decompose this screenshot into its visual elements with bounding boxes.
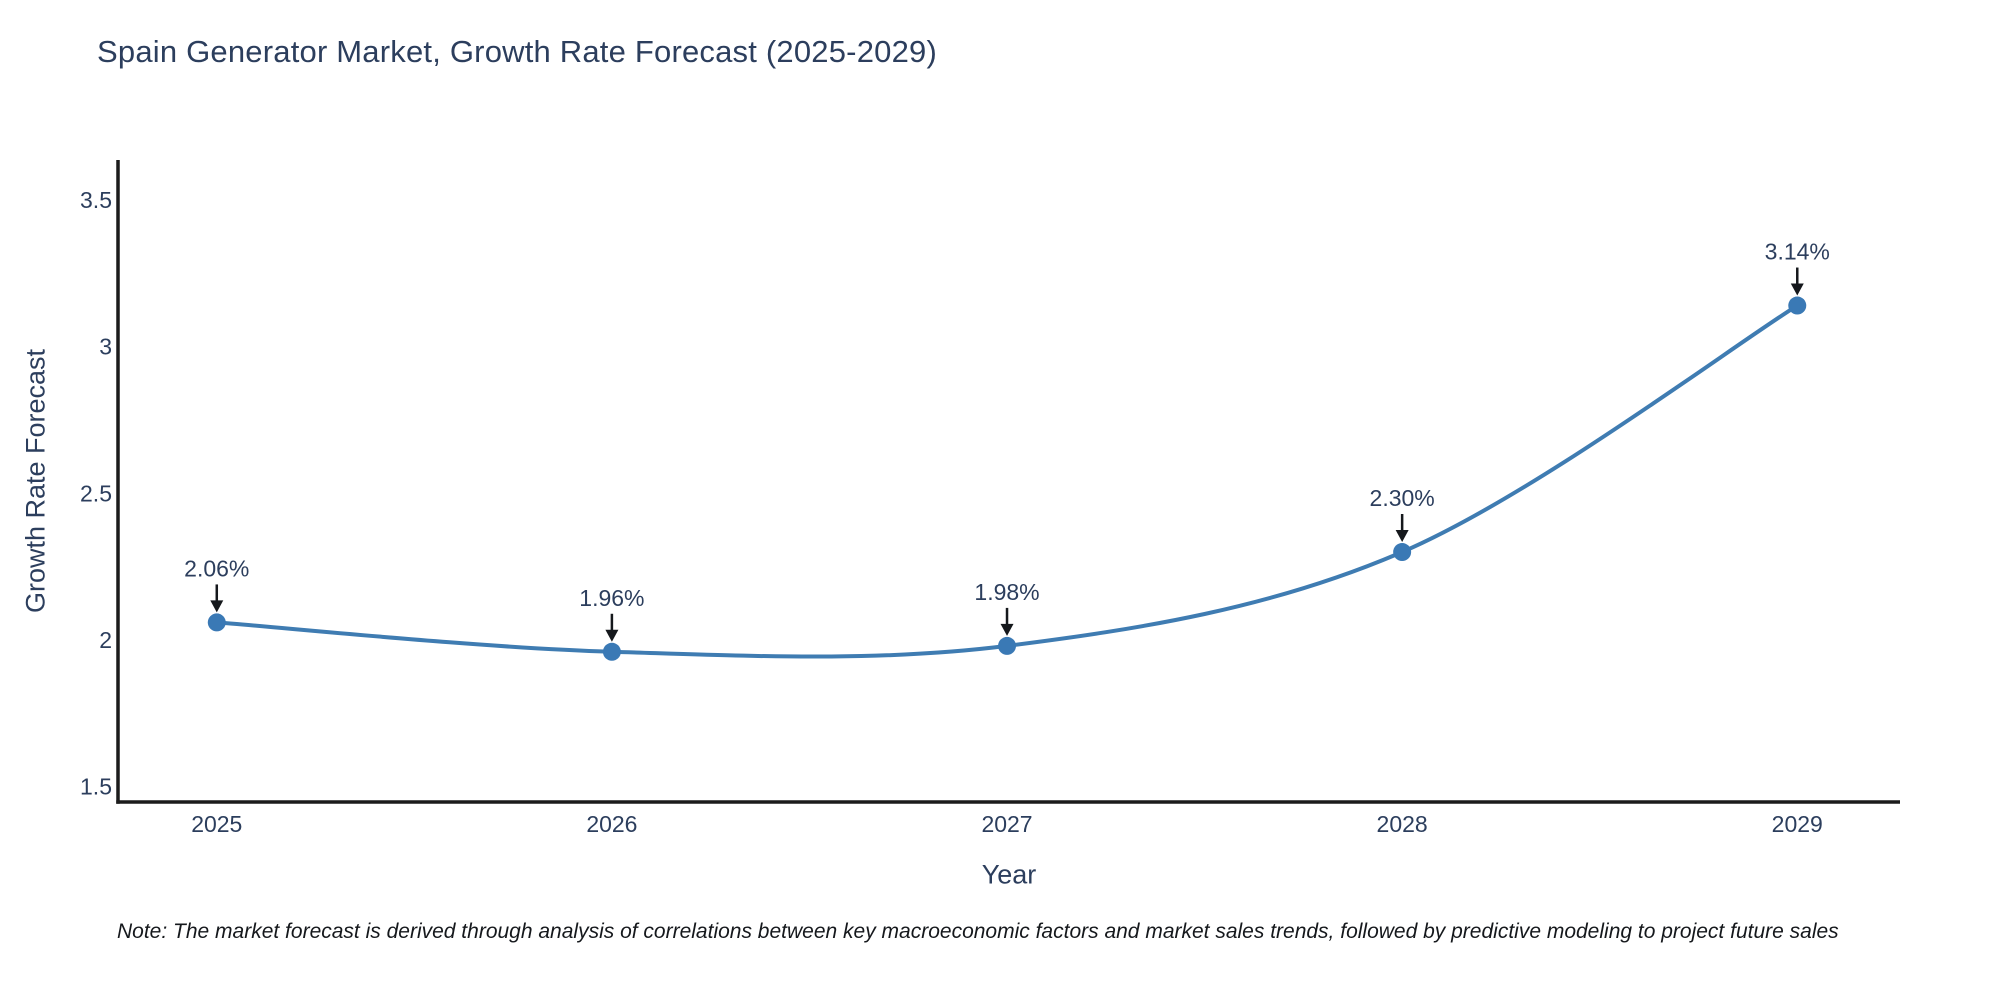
data-point-marker — [998, 636, 1017, 655]
y-tick-label: 3 — [99, 334, 112, 360]
x-tick-label: 2028 — [1377, 811, 1428, 837]
y-tick-label: 3.5 — [80, 187, 112, 213]
annotation-arrowhead — [210, 600, 224, 613]
data-point-marker — [207, 613, 226, 632]
data-point-marker — [602, 642, 621, 661]
data-point-marker — [1393, 543, 1412, 562]
x-tick-label: 2027 — [981, 811, 1032, 837]
chart-title: Spain Generator Market, Growth Rate Fore… — [97, 34, 937, 69]
point-value-label: 1.98% — [974, 579, 1039, 605]
data-point-marker — [1788, 296, 1807, 315]
y-tick-label: 1.5 — [80, 774, 112, 800]
x-tick-label: 2026 — [586, 811, 637, 837]
x-axis-title: Year — [981, 859, 1037, 890]
x-tick-label: 2029 — [1772, 811, 1823, 837]
footnote: Note: The market forecast is derived thr… — [117, 920, 1839, 943]
y-tick-label: 2.5 — [80, 480, 112, 506]
x-tick-label: 2025 — [191, 811, 242, 837]
point-value-label: 1.96% — [579, 585, 644, 611]
point-value-label: 2.30% — [1370, 485, 1435, 511]
point-value-label: 2.06% — [184, 555, 249, 581]
point-value-label: 3.14% — [1765, 239, 1830, 265]
annotation-arrowhead — [1395, 530, 1409, 543]
trend-line — [214, 303, 1800, 659]
annotation-arrowhead — [1000, 623, 1014, 636]
y-tick-label: 2 — [99, 627, 112, 653]
annotation-arrowhead — [1790, 283, 1804, 296]
annotation-arrowhead — [605, 629, 619, 642]
